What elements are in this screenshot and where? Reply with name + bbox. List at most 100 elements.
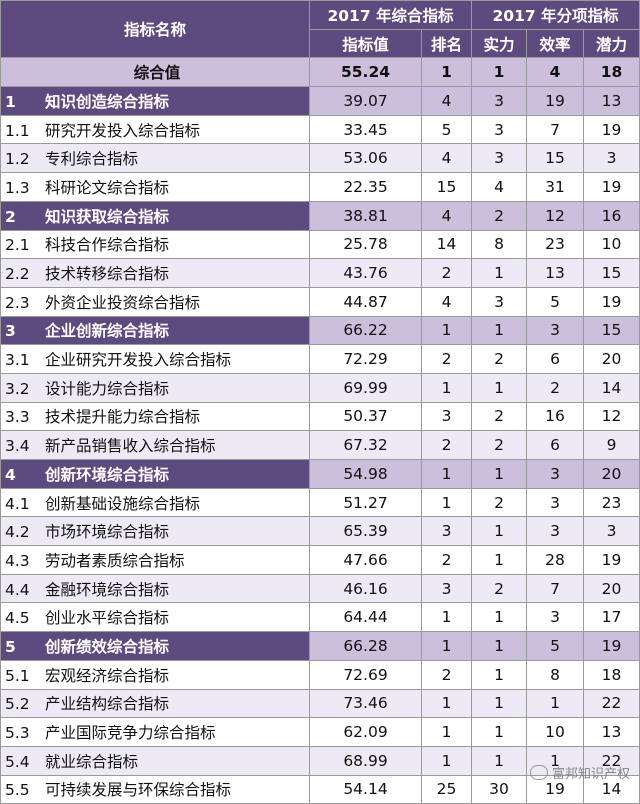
strength-cell: 30 bbox=[471, 774, 528, 804]
table-row: 综合值 55.24 1 1 4 18 bbox=[0, 57, 640, 88]
indicator-code: 4.2 bbox=[5, 523, 30, 542]
efficiency-cell: 13 bbox=[526, 258, 585, 288]
potential-cell: 18 bbox=[583, 57, 640, 88]
value-cell: 69.99 bbox=[309, 372, 422, 403]
value-cell: 51.27 bbox=[309, 487, 422, 518]
potential-cell: 15 bbox=[583, 315, 640, 346]
efficiency-cell: 4 bbox=[526, 57, 585, 88]
potential-cell: 10 bbox=[583, 229, 640, 260]
efficiency-cell: 3 bbox=[526, 315, 585, 346]
indicator-name-cell: 4 创新环境综合指标 bbox=[0, 459, 310, 489]
table-row: 5.2 产业结构综合指标 73.46 1 1 1 22 bbox=[0, 688, 640, 719]
indicator-name-cell: 3.4 新产品销售收入综合指标 bbox=[0, 430, 310, 460]
rank-cell: 2 bbox=[420, 659, 473, 690]
indicator-name: 外资企业投资综合指标 bbox=[45, 293, 201, 312]
indicator-name-cell: 4.4 金融环境综合指标 bbox=[0, 573, 310, 604]
indicator-name: 科研论文综合指标 bbox=[45, 178, 170, 197]
table-row: 2.2 技术转移综合指标 43.76 2 1 13 15 bbox=[0, 258, 640, 288]
indicator-code: 3.3 bbox=[5, 408, 30, 427]
rank-cell: 1 bbox=[420, 631, 473, 661]
rank-cell: 3 bbox=[420, 401, 473, 432]
rank-cell: 1 bbox=[420, 717, 473, 747]
strength-cell: 2 bbox=[471, 344, 528, 374]
potential-cell: 3 bbox=[583, 143, 640, 174]
rank-cell: 1 bbox=[420, 57, 473, 88]
efficiency-cell: 31 bbox=[526, 172, 585, 202]
indicator-name: 研究开发投入综合指标 bbox=[45, 121, 201, 140]
potential-cell: 9 bbox=[583, 430, 640, 460]
efficiency-cell: 10 bbox=[526, 717, 585, 747]
table-row: 3 企业创新综合指标 66.22 1 1 3 15 bbox=[0, 315, 640, 346]
value-cell: 65.39 bbox=[309, 516, 422, 547]
strength-cell: 1 bbox=[471, 545, 528, 575]
efficiency-cell: 28 bbox=[526, 545, 585, 575]
strength-cell: 4 bbox=[471, 172, 528, 202]
potential-cell: 12 bbox=[583, 401, 640, 432]
indicator-name-cell: 2.1 科技合作综合指标 bbox=[0, 229, 310, 260]
indicator-name: 创新环境综合指标 bbox=[45, 465, 170, 484]
watermark: 富邦知识产权 bbox=[529, 763, 630, 782]
rank-cell: 3 bbox=[420, 516, 473, 547]
strength-cell: 1 bbox=[471, 745, 528, 776]
potential-cell: 14 bbox=[583, 774, 640, 804]
indicator-name-cell: 2.2 技术转移综合指标 bbox=[0, 258, 310, 288]
strength-cell: 1 bbox=[471, 631, 528, 661]
indicator-name: 新产品销售收入综合指标 bbox=[45, 437, 216, 456]
strength-cell: 1 bbox=[471, 372, 528, 403]
table-row: 4 创新环境综合指标 54.98 1 1 3 20 bbox=[0, 459, 640, 489]
wechat-icon bbox=[529, 765, 548, 780]
indicator-name-cell: 3.2 设计能力综合指标 bbox=[0, 372, 310, 403]
strength-cell: 2 bbox=[471, 430, 528, 460]
efficiency-cell: 8 bbox=[526, 659, 585, 690]
header-row-2: 指标值 排名 实力 效率 潜力 bbox=[1, 28, 640, 59]
indicator-code: 5.2 bbox=[5, 695, 30, 714]
value-cell: 73.46 bbox=[309, 688, 422, 719]
indicator-name: 创新绩效综合指标 bbox=[45, 637, 170, 656]
indicator-code: 4.5 bbox=[5, 609, 30, 628]
rank-cell: 1 bbox=[420, 372, 473, 403]
potential-cell: 20 bbox=[583, 344, 640, 374]
table-row: 1.2 专利综合指标 53.06 4 3 15 3 bbox=[0, 143, 640, 174]
strength-cell: 1 bbox=[471, 258, 528, 288]
indicator-name-cell: 1.2 专利综合指标 bbox=[0, 143, 310, 174]
strength-cell: 2 bbox=[471, 200, 528, 231]
col-header-rank: 排名 bbox=[420, 28, 473, 59]
indicator-name: 创新基础设施综合指标 bbox=[45, 494, 201, 513]
potential-cell: 22 bbox=[583, 688, 640, 719]
indicator-name: 产业结构综合指标 bbox=[45, 695, 170, 714]
rank-cell: 5 bbox=[420, 114, 473, 145]
strength-cell: 1 bbox=[471, 516, 528, 547]
rank-cell: 14 bbox=[420, 229, 473, 260]
efficiency-cell: 19 bbox=[526, 86, 585, 116]
header-row-1: 指标名称 2017 年综合指标 2017 年分项指标 bbox=[0, 0, 640, 59]
rank-cell: 1 bbox=[420, 688, 473, 719]
rank-cell: 1 bbox=[420, 315, 473, 346]
strength-cell: 1 bbox=[471, 659, 528, 690]
value-cell: 66.22 bbox=[309, 315, 422, 346]
potential-cell: 18 bbox=[583, 659, 640, 690]
table-row: 5.3 产业国际竞争力综合指标 62.09 1 1 10 13 bbox=[0, 717, 640, 747]
efficiency-cell: 3 bbox=[526, 516, 585, 547]
value-cell: 50.37 bbox=[309, 401, 422, 432]
value-cell: 53.06 bbox=[309, 143, 422, 174]
value-cell: 62.09 bbox=[309, 717, 422, 747]
indicator-name-header: 指标名称 bbox=[0, 0, 310, 59]
value-cell: 33.45 bbox=[309, 114, 422, 145]
strength-cell: 3 bbox=[471, 114, 528, 145]
indicator-name: 科技合作综合指标 bbox=[45, 236, 170, 255]
potential-cell: 17 bbox=[583, 602, 640, 633]
indicator-name: 综合值 bbox=[133, 64, 181, 83]
table-row: 4.3 劳动者素质综合指标 47.66 2 1 28 19 bbox=[0, 545, 640, 575]
rank-cell: 1 bbox=[420, 745, 473, 776]
strength-cell: 3 bbox=[471, 286, 528, 317]
indicator-name-cell: 2 知识获取综合指标 bbox=[0, 200, 310, 231]
potential-cell: 13 bbox=[583, 86, 640, 116]
strength-cell: 3 bbox=[471, 143, 528, 174]
table-row: 4.5 创业水平综合指标 64.44 1 1 3 17 bbox=[0, 602, 640, 633]
indicator-name-cell: 4.1 创新基础设施综合指标 bbox=[0, 487, 310, 518]
indicator-code: 4.4 bbox=[5, 580, 30, 599]
strength-cell: 1 bbox=[471, 315, 528, 346]
rank-cell: 25 bbox=[420, 774, 473, 804]
